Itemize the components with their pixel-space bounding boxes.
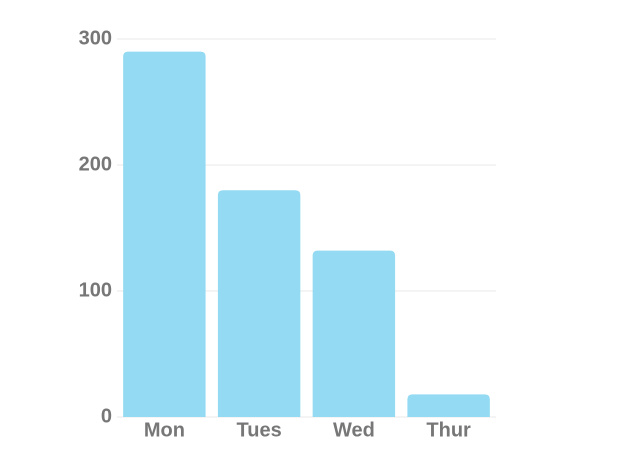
x-tick-label: Mon: [144, 419, 185, 441]
y-tick-label: 100: [79, 279, 112, 301]
x-tick-label: Wed: [333, 419, 375, 441]
bar: [123, 51, 206, 417]
y-tick-label: 300: [79, 27, 112, 49]
y-tick-label: 0: [101, 405, 112, 427]
x-tick-label: Tues: [237, 419, 282, 441]
x-tick-label: Thur: [426, 419, 471, 441]
bar: [407, 394, 490, 417]
bar: [217, 190, 301, 417]
bar: [312, 250, 396, 417]
y-tick-label: 200: [79, 153, 112, 175]
